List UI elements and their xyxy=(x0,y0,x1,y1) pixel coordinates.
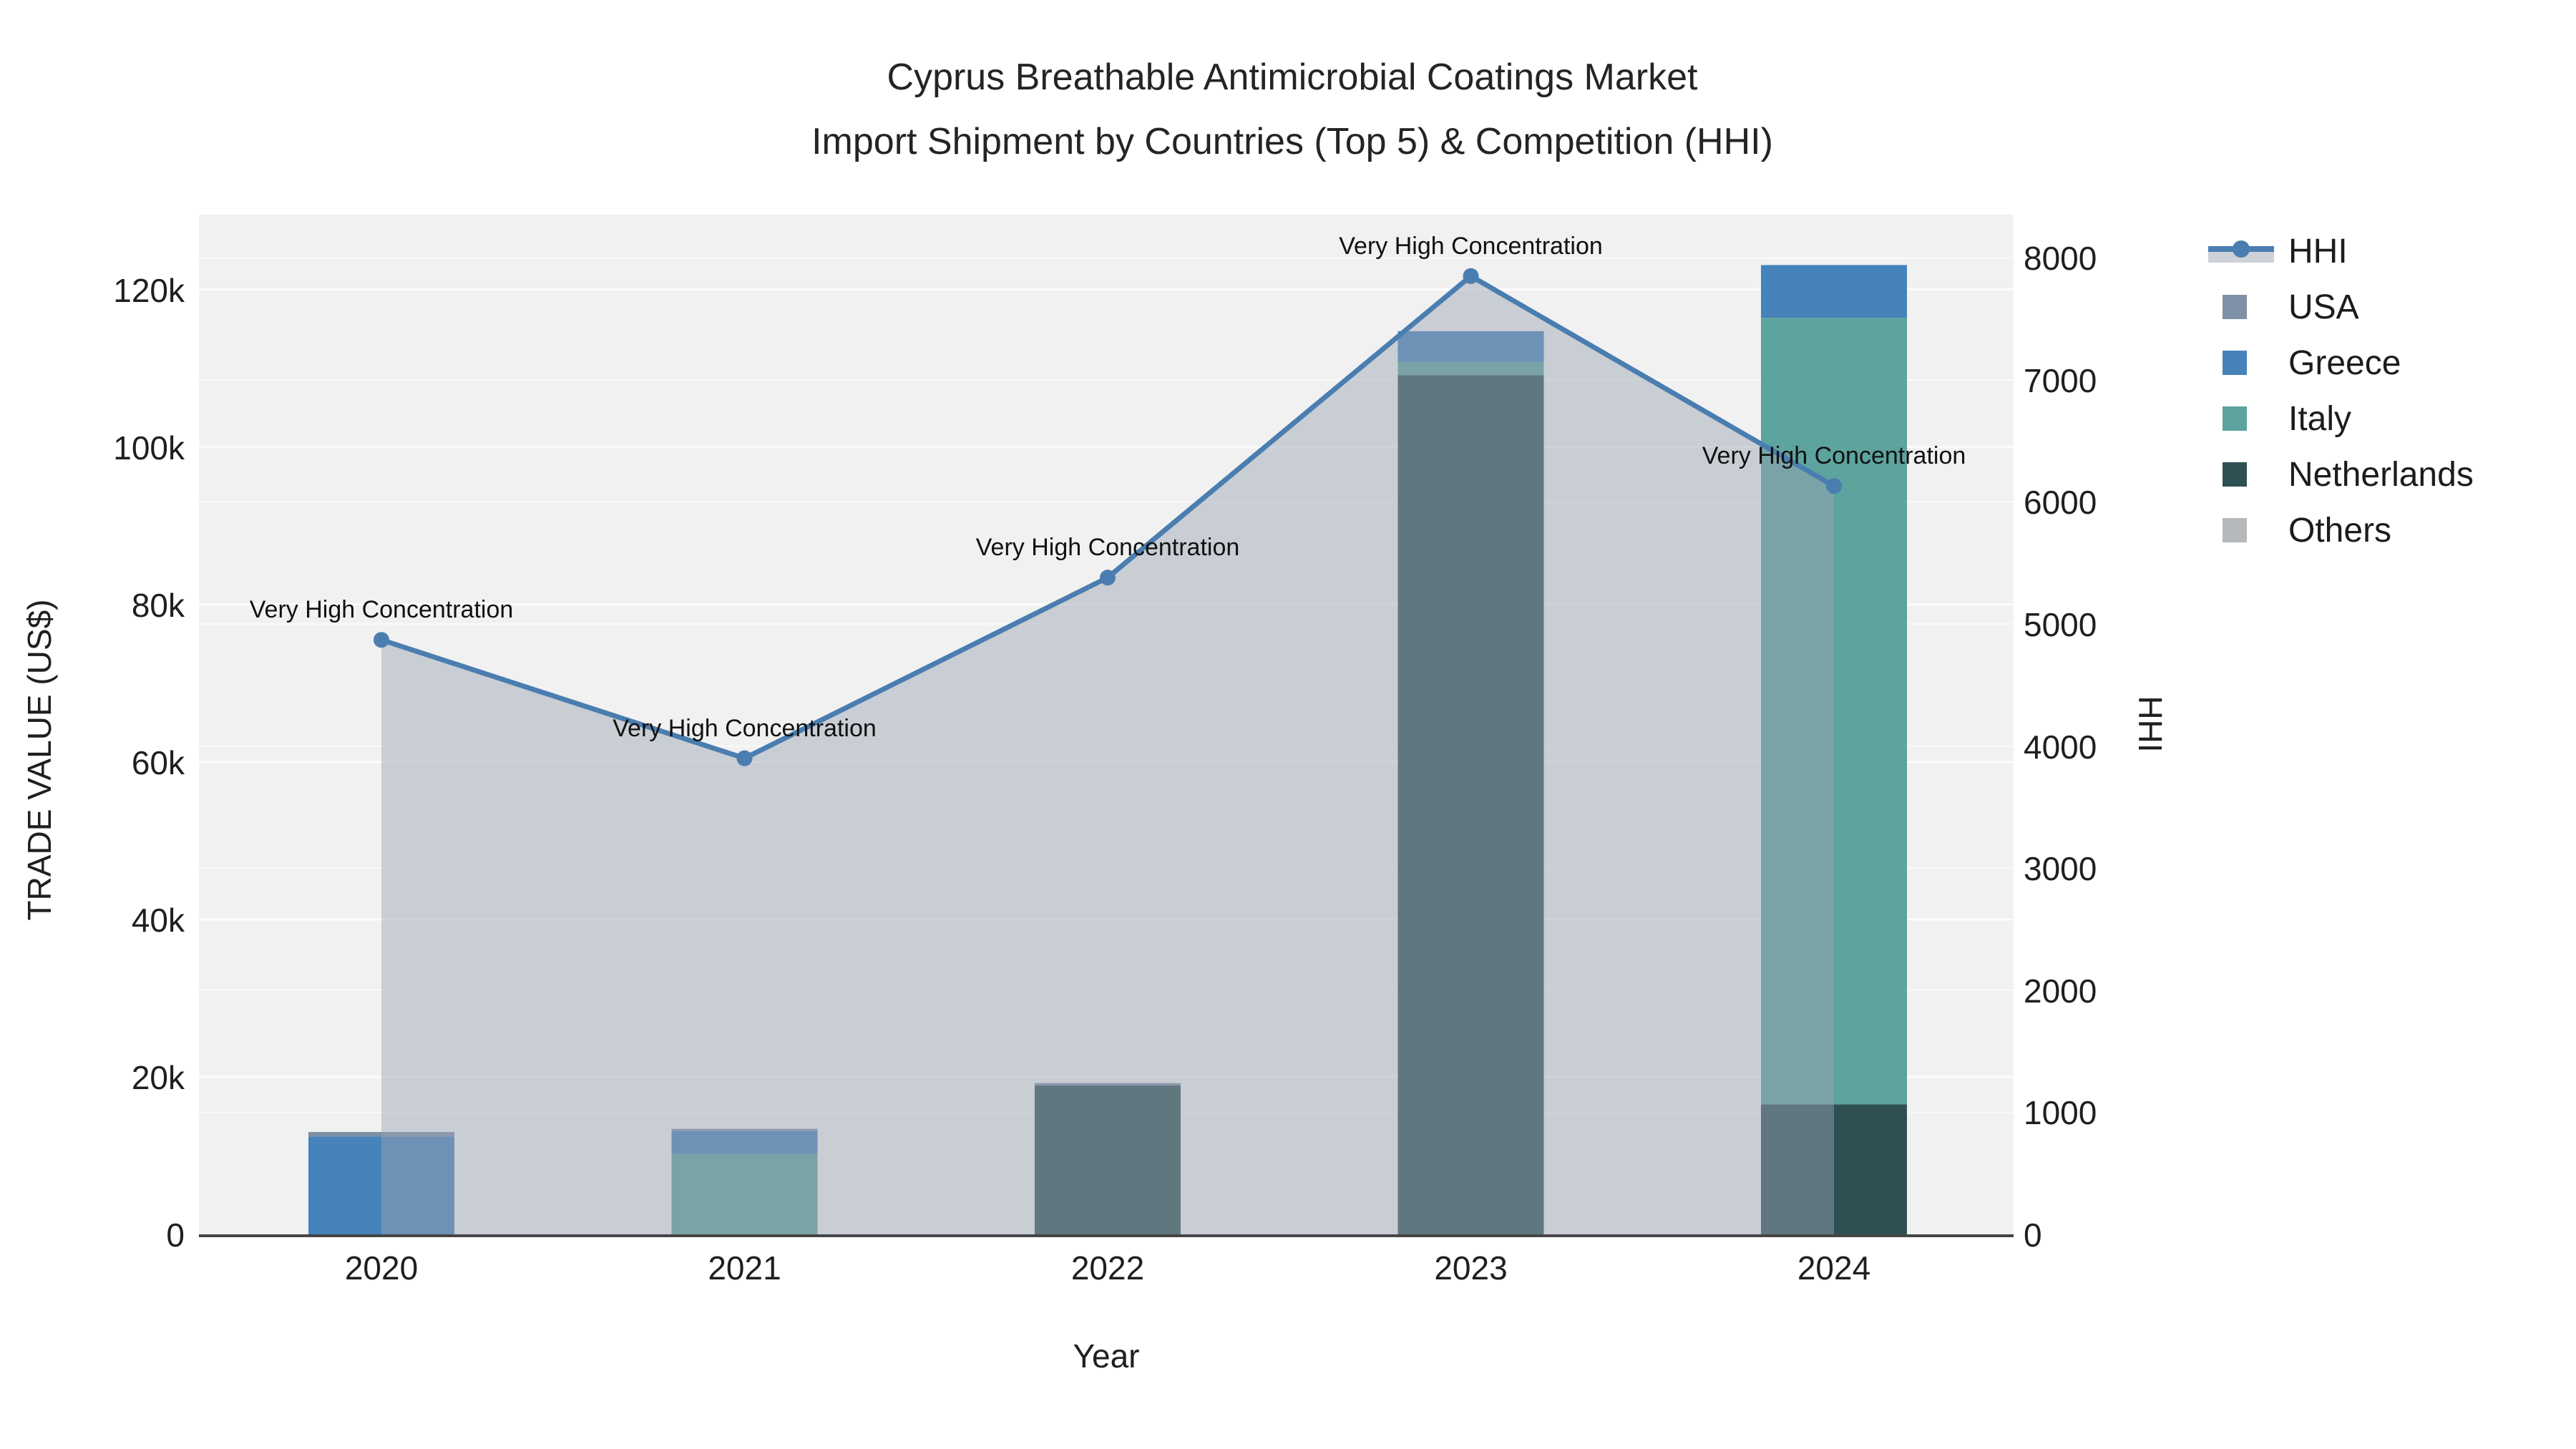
hhi-marker-2024[interactable] xyxy=(1826,478,1842,494)
x-tick-2021: 2021 xyxy=(708,1249,781,1287)
bar-segment-netherlands-2024[interactable] xyxy=(1761,1104,1907,1234)
annotation-2024: Very High Concentration xyxy=(1702,442,1966,470)
y-left-tick-0: 0 xyxy=(166,1216,185,1254)
x-axis-line xyxy=(199,1234,2014,1237)
y-right-tick-0: 0 xyxy=(2024,1216,2042,1254)
legend-label-usa: USA xyxy=(2288,288,2359,326)
plot-area xyxy=(199,215,2014,1237)
legend-item-netherlands[interactable]: Netherlands xyxy=(2208,447,2474,502)
legend: HHI USA Greece Italy Netherlands Others xyxy=(2208,223,2474,558)
y-right-tick-4000: 4000 xyxy=(2024,728,2097,766)
y-right-tick-labels: 0 1000 2000 3000 4000 5000 6000 7000 8000 xyxy=(2024,215,2238,1254)
y-right-tick-5000: 5000 xyxy=(2024,606,2097,643)
legend-label-others: Others xyxy=(2288,511,2392,550)
bar-segment-usa-2022[interactable] xyxy=(1035,1083,1181,1086)
y-left-tick-40k: 40k xyxy=(131,901,185,939)
x-tick-2023: 2023 xyxy=(1434,1249,1508,1287)
y-left-tick-100k: 100k xyxy=(113,429,185,467)
y-right-tick-6000: 6000 xyxy=(2024,484,2097,522)
legend-item-others[interactable]: Others xyxy=(2208,502,2474,558)
usa-swatch-icon xyxy=(2208,291,2280,323)
annotation-2020: Very High Concentration xyxy=(249,596,514,624)
italy-swatch-icon xyxy=(2208,403,2280,434)
bar-segment-greece-2020[interactable] xyxy=(308,1136,454,1234)
bar-segment-usa-2021[interactable] xyxy=(671,1128,818,1131)
legend-item-greece[interactable]: Greece xyxy=(2208,335,2474,391)
hhi-marker-2023[interactable] xyxy=(1463,268,1479,284)
y-right-tick-1000: 1000 xyxy=(2024,1094,2097,1132)
y-left-tick-120k: 120k xyxy=(113,271,185,309)
bar-segment-italy-2021[interactable] xyxy=(671,1153,818,1234)
greece-swatch-icon xyxy=(2208,347,2280,379)
bar-segment-netherlands-2022[interactable] xyxy=(1035,1085,1181,1234)
x-tick-labels: 2020 2021 2022 2023 2024 xyxy=(199,1249,2014,1299)
hhi-marker-2021[interactable] xyxy=(736,750,753,766)
bar-segment-netherlands-2023[interactable] xyxy=(1397,375,1544,1234)
bar-segment-usa-2020[interactable] xyxy=(308,1131,454,1137)
legend-label-hhi: HHI xyxy=(2288,232,2348,270)
x-tick-2022: 2022 xyxy=(1070,1249,1145,1287)
legend-label-netherlands: Netherlands xyxy=(2288,455,2474,494)
hhi-marker-2022[interactable] xyxy=(1100,570,1116,586)
legend-item-usa[interactable]: USA xyxy=(2208,279,2474,335)
chart-title-line1: Cyprus Breathable Antimicrobial Coatings… xyxy=(887,57,1698,98)
hhi-area-fill xyxy=(381,275,1834,1234)
bar-segment-italy-2023[interactable] xyxy=(1397,361,1544,376)
others-swatch-icon xyxy=(2208,514,2280,546)
y-right-tick-8000: 8000 xyxy=(2024,240,2097,278)
x-axis-title: Year xyxy=(1073,1337,1140,1375)
y-left-tick-80k: 80k xyxy=(131,586,185,624)
legend-label-greece: Greece xyxy=(2288,343,2401,382)
netherlands-swatch-icon xyxy=(2208,459,2280,490)
x-tick-2020: 2020 xyxy=(344,1249,419,1287)
bar-segment-italy-2024[interactable] xyxy=(1761,318,1907,1105)
annotation-2022: Very High Concentration xyxy=(975,534,1240,562)
y-right-tick-2000: 2000 xyxy=(2024,972,2097,1010)
y-right-tick-7000: 7000 xyxy=(2024,361,2097,399)
y-left-tick-60k: 60k xyxy=(131,743,185,781)
chart-title-line2: Import Shipment by Countries (Top 5) & C… xyxy=(811,121,1773,162)
y-left-tick-20k: 20k xyxy=(131,1058,185,1096)
annotation-2021: Very High Concentration xyxy=(613,714,877,742)
legend-label-italy: Italy xyxy=(2288,399,2352,438)
hhi-line-swatch-icon xyxy=(2208,235,2280,267)
annotation-2023: Very High Concentration xyxy=(1339,232,1603,260)
bar-segment-greece-2023[interactable] xyxy=(1397,331,1544,362)
chart-graphics xyxy=(199,257,2014,1237)
legend-item-italy[interactable]: Italy xyxy=(2208,391,2474,447)
legend-item-hhi[interactable]: HHI xyxy=(2208,223,2474,279)
y-left-tick-labels: 0 20k 40k 60k 80k 100k 120k xyxy=(0,215,192,1254)
x-tick-2024: 2024 xyxy=(1797,1249,1871,1287)
bar-segment-greece-2024[interactable] xyxy=(1761,265,1907,318)
y-right-tick-3000: 3000 xyxy=(2024,850,2097,888)
bar-segment-greece-2021[interactable] xyxy=(671,1131,818,1154)
hhi-marker-2020[interactable] xyxy=(374,632,389,648)
